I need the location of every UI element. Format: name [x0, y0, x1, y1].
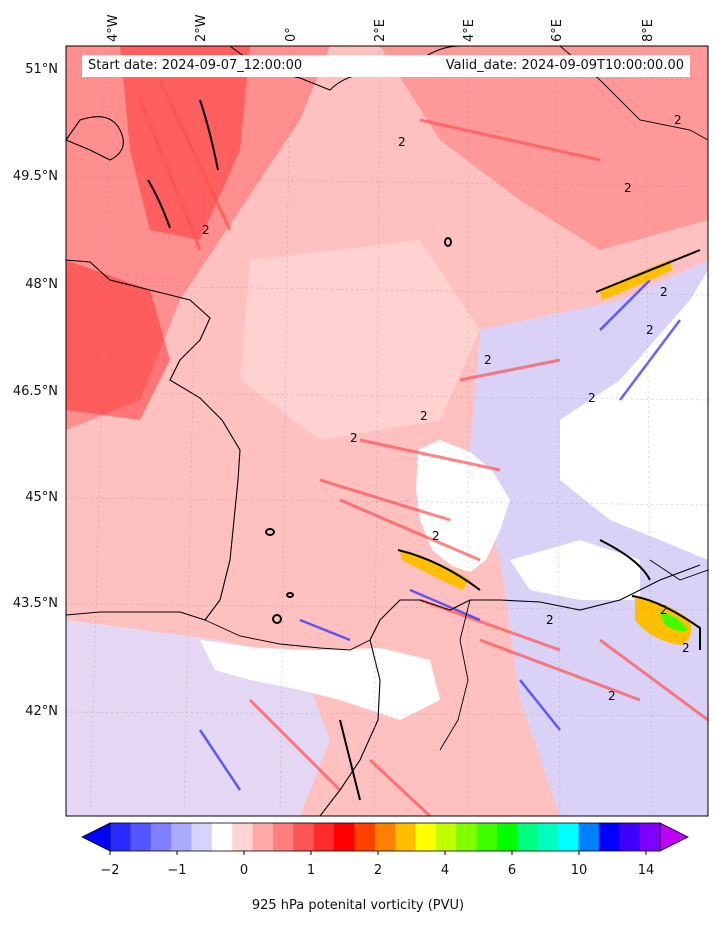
- lon-label: 4°W: [106, 14, 121, 42]
- colorbar-tick-label: 14: [637, 863, 655, 878]
- colorbar-tick-label: 0: [239, 863, 249, 878]
- colorbar-tick-label: −1: [167, 863, 187, 878]
- masked-region-alps: [560, 270, 708, 560]
- masked-region-pyrenees: [200, 640, 440, 720]
- masked-region-alps-east: [510, 540, 640, 600]
- colorbar-tick-label: 6: [507, 863, 517, 878]
- lat-label: 48°N: [25, 277, 58, 292]
- pv-max-patch-southwest: [400, 552, 470, 590]
- svg-text:2: 2: [432, 529, 440, 543]
- lon-label: 2°E: [373, 19, 388, 42]
- colorbar-tick-label: 4: [440, 863, 450, 878]
- pv-high-region-brittany: [66, 260, 170, 420]
- svg-text:2: 2: [674, 113, 682, 127]
- colorbar-tick-label: 2: [373, 863, 383, 878]
- lat-label: 42°N: [25, 704, 58, 719]
- svg-text:2: 2: [350, 431, 358, 445]
- svg-text:2: 2: [660, 603, 668, 617]
- lat-label: 51°N: [25, 62, 58, 77]
- colorbar-label: 925 hPa potenital vorticity (PVU): [251, 898, 465, 913]
- svg-text:2: 2: [608, 689, 616, 703]
- map-frame: [65, 45, 709, 817]
- contour-labels: 2 2 2 2 2 2 2 2 2 2 2 2 2 2 2: [202, 113, 690, 703]
- valid-date-label: Valid_date: 2024-09-09T10:00:00.00: [445, 58, 684, 73]
- svg-text:2: 2: [624, 181, 632, 195]
- svg-text:2: 2: [420, 409, 428, 423]
- lat-label: 49.5°N: [12, 169, 58, 184]
- lat-label: 45°N: [25, 490, 58, 505]
- svg-text:2: 2: [646, 323, 654, 337]
- pv-negative-streaks: [198, 279, 681, 791]
- svg-text:2: 2: [588, 391, 596, 405]
- svg-text:2: 2: [546, 613, 554, 627]
- start-date-label: Start date: 2024-09-07_12:00:00: [88, 58, 303, 73]
- lon-label: 2°W: [194, 14, 209, 42]
- pv-low-region-central: [240, 240, 480, 440]
- lon-label: 0°: [284, 27, 299, 42]
- pv-max-patch-alps: [600, 260, 672, 300]
- lat-label: 46.5°N: [12, 384, 58, 399]
- svg-text:2: 2: [660, 285, 668, 299]
- colorbar-tick-label: 1: [306, 863, 316, 878]
- svg-text:2: 2: [398, 135, 406, 149]
- lon-label: 6°E: [550, 19, 565, 42]
- svg-text:2: 2: [202, 223, 210, 237]
- graticule: [66, 46, 708, 816]
- info-bar: Start date: 2024-09-07_12:00:00 Valid_da…: [82, 55, 690, 77]
- pv-max-patch-ligurian: [635, 598, 692, 645]
- colorbar-tick-label: −2: [100, 863, 120, 878]
- svg-text:2: 2: [484, 353, 492, 367]
- masked-region-massif-central: [416, 440, 510, 572]
- lon-label: 8°E: [641, 19, 656, 42]
- pv-contours-2pvu: [147, 99, 701, 801]
- lon-label: 4°E: [462, 19, 477, 42]
- lat-label: 43.5°N: [12, 596, 58, 611]
- svg-text:2: 2: [682, 641, 690, 655]
- pv-high-region-channel: [120, 46, 250, 240]
- colorbar-tick-label: 10: [570, 863, 588, 878]
- pv-max-patch-ligurian-core: [660, 612, 688, 632]
